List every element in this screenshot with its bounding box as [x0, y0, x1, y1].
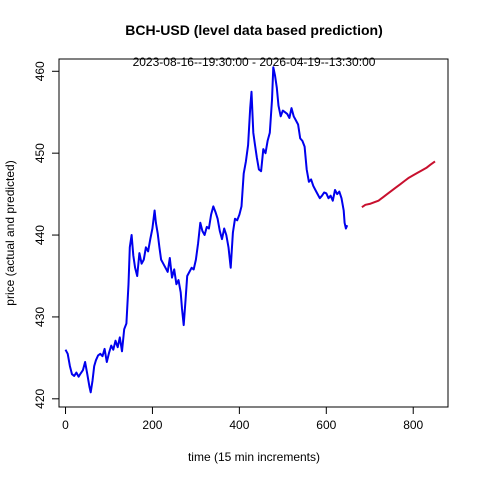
x-tick-label: 800 — [403, 418, 423, 432]
chart-title: BCH-USD (level data based prediction) — [125, 22, 383, 38]
y-axis: 420 430 440 450 460 — [33, 61, 60, 409]
chart-subtitle: 2023-08-16--19:30:00 - 2026-04-19--13:30… — [133, 55, 376, 69]
x-tick-label: 400 — [229, 418, 249, 432]
y-tick-label: 460 — [33, 61, 47, 81]
y-tick-label: 430 — [33, 307, 47, 327]
x-axis-label: time (15 min increments) — [188, 450, 320, 464]
y-axis-label: price (actual and predicted) — [3, 160, 17, 305]
x-tick-label: 0 — [62, 418, 69, 432]
y-tick-label: 440 — [33, 225, 47, 245]
y-tick-label: 450 — [33, 143, 47, 163]
series-line-2 — [361, 160, 436, 209]
series-layer — [64, 66, 436, 394]
plot-frame — [58, 58, 449, 408]
x-tick-label: 600 — [316, 418, 336, 432]
y-tick-label: 420 — [33, 388, 47, 408]
x-tick-label: 200 — [142, 418, 162, 432]
x-axis: 0 200 400 600 800 — [62, 406, 424, 432]
series-line-1 — [64, 66, 349, 394]
